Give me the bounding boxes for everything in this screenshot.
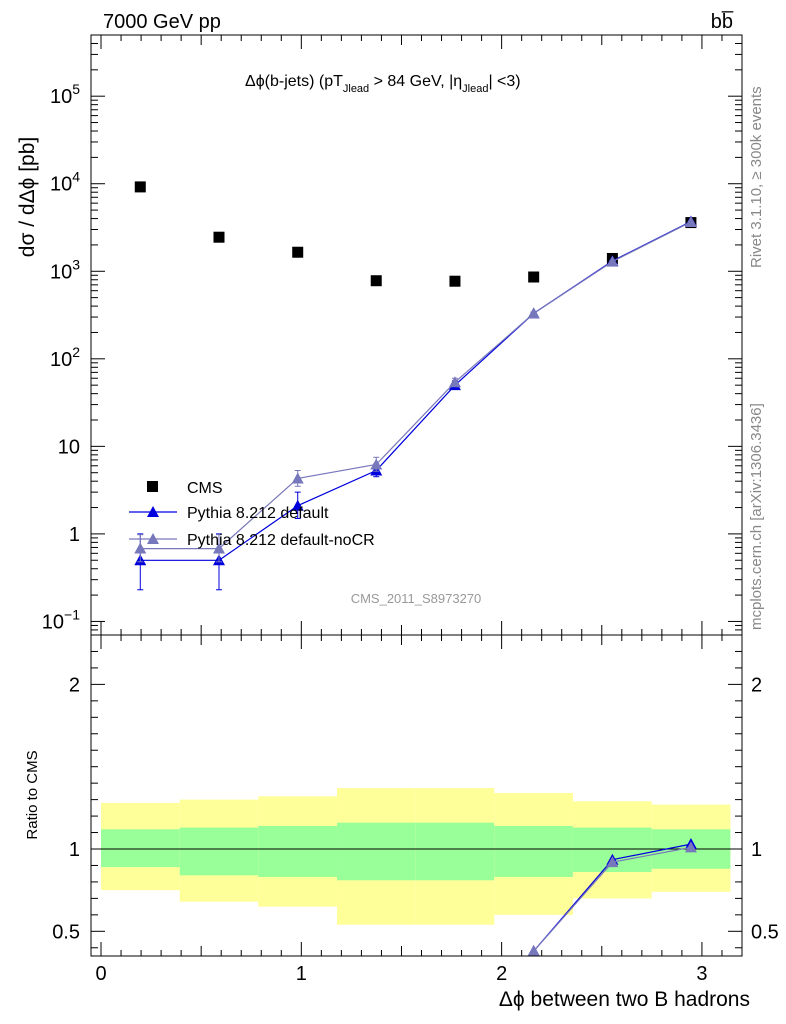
mcplots-label: mcplots.cern.ch [arXiv:1306.3436] — [748, 403, 765, 630]
main-y-tick-label: 10−1 — [42, 606, 80, 633]
mc-data-point-2 — [212, 542, 225, 554]
tick-exponent: 3 — [72, 256, 80, 272]
header-right-title: bb̅ — [711, 10, 734, 33]
rivet-label: Rivet 3.1.10, ≥ 300k events — [748, 86, 765, 268]
ratio-stat-uncertainty-band — [494, 825, 573, 877]
mc-data-point-2 — [606, 255, 619, 267]
ratio-stat-uncertainty-band — [336, 822, 416, 881]
main-y-tick-label: 105 — [50, 81, 80, 108]
tick-exponent: 5 — [72, 81, 80, 97]
ratio-x-tick-label: 1 — [296, 963, 307, 985]
tick-base: 10 — [50, 349, 72, 371]
analysis-label: CMS_2011_S8973270 — [351, 591, 482, 606]
mc-data-point-2 — [527, 307, 540, 319]
legend: CMS Pythia 8.212 default Pythia 8.212 de… — [129, 480, 375, 549]
cms-data-point — [213, 231, 225, 243]
tick-exponent: 2 — [72, 344, 80, 360]
plot-title-part-b: > 84 GeV, |η — [369, 73, 462, 90]
plot-title-part-a: Δϕ(b-jets) (pT — [245, 73, 343, 90]
ratio-y-axis-label: Ratio to CMS — [24, 750, 41, 839]
legend-label-default: Pythia 8.212 default — [187, 505, 329, 522]
ratio-stat-uncertainty-band — [101, 829, 180, 868]
cms-data-point — [370, 275, 382, 287]
tick-base: 1 — [69, 524, 80, 546]
mc-data-point-2 — [370, 458, 383, 470]
ratio-y-tick-label: 1 — [69, 839, 80, 861]
cms-data-point — [292, 246, 304, 258]
tick-base: 10 — [50, 86, 72, 108]
mc-data-point-2 — [448, 376, 461, 388]
mc-data-point-2 — [291, 472, 304, 484]
tick-exponent: −1 — [64, 606, 80, 622]
ratio-panel: 0 1 2 3 0.5 0.5 1 1 2 2 Ratio to CMS Δϕ between t… — [24, 634, 779, 1011]
x-axis-label: Δϕ between two B hadrons — [499, 988, 750, 1011]
main-y-axis-label: dσ / dΔϕ [pb] — [16, 137, 39, 257]
main-y-tick-label: 1 — [69, 524, 80, 546]
ratio-y-tick-label-right: 0.5 — [751, 921, 779, 943]
plot-title-part-c: | <3) — [488, 73, 520, 90]
main-y-tick-label: 102 — [50, 344, 80, 371]
ratio-stat-uncertainty-band — [258, 825, 337, 877]
tick-exponent: 4 — [72, 169, 80, 185]
ratio-x-tick-label: 2 — [496, 963, 507, 985]
legend-marker-cms — [147, 481, 158, 492]
header-left-title: 7000 GeV pp — [103, 11, 221, 33]
ratio-x-tick-label: 3 — [696, 963, 707, 985]
cms-data-point — [449, 275, 461, 287]
plot-title-sub1: Jlead — [343, 83, 369, 95]
legend-marker-nocr — [147, 533, 159, 544]
ratio-point-1 — [527, 945, 540, 957]
mc-data-point-1 — [291, 499, 304, 511]
main-y-tick-label: 104 — [50, 169, 80, 196]
mc-data-point-2 — [684, 216, 697, 228]
legend-label-cms: CMS — [187, 480, 223, 497]
cms-data-point — [528, 271, 540, 283]
plot-title: Δϕ(b-jets) (pTJlead > 84 GeV, |ηJlead| <… — [245, 73, 521, 95]
ratio-stat-uncertainty-band — [179, 827, 259, 876]
ratio-point-1 — [606, 856, 619, 868]
ratio-y-tick-label-right: 1 — [751, 839, 762, 861]
ratio-plot-content — [91, 788, 742, 957]
cms-data-point — [134, 181, 146, 193]
ratio-y-tick-label-right: 2 — [751, 674, 762, 696]
ratio-stat-uncertainty-band — [415, 822, 495, 881]
tick-base: 10 — [50, 261, 72, 283]
ratio-point-1 — [684, 841, 697, 853]
tick-base: 10 — [42, 611, 64, 633]
tick-base: 10 — [50, 174, 72, 196]
legend-label-nocr: Pythia 8.212 default-noCR — [187, 532, 375, 549]
ratio-frame — [90, 634, 743, 957]
ratio-y-tick-label: 2 — [69, 674, 80, 696]
ratio-axes: 0 1 2 3 0.5 0.5 1 1 2 2 — [52, 635, 779, 985]
main-plot-content — [134, 181, 697, 591]
ratio-y-tick-label: 0.5 — [52, 921, 80, 943]
ratio-x-tick-label: 0 — [95, 963, 106, 985]
legend-marker-default — [147, 506, 159, 517]
main-y-tick-label: 10 — [58, 436, 80, 458]
main-y-tick-label: 103 — [50, 256, 80, 283]
mc-series-line-2 — [140, 221, 692, 550]
mc-data-point-2 — [134, 542, 147, 554]
plot-title-sub2: Jlead — [462, 83, 488, 95]
tick-base: 10 — [58, 436, 80, 458]
